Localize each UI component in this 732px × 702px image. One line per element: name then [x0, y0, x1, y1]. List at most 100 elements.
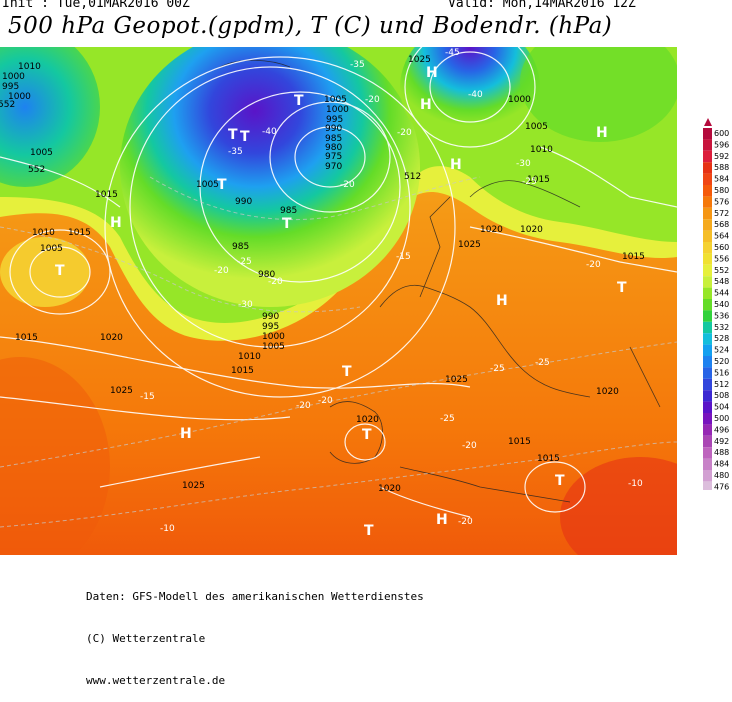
legend-color-box — [703, 310, 712, 322]
legend-level-label: 500 — [714, 414, 729, 423]
isobar-label: 1010 — [32, 228, 55, 238]
low-pressure-center: T — [282, 216, 292, 232]
isoline-512-label: 512 — [404, 172, 421, 182]
isobar-label: 970 — [325, 162, 342, 172]
legend-level-label: 560 — [714, 243, 729, 252]
isobar-label: 1015 — [68, 228, 91, 238]
legend-level-label: 592 — [714, 152, 729, 161]
legend-color-box — [703, 242, 712, 254]
high-pressure-center: H — [110, 215, 122, 231]
valid-time-label: Valid: Mon,14MAR2016 12Z — [448, 0, 636, 11]
isobar-label: 975 — [325, 152, 342, 162]
isotherm-label: -20 — [397, 128, 412, 138]
isobar-label: 985 — [325, 134, 342, 144]
isotherm-label: -20 — [458, 517, 473, 527]
legend-level-label: 524 — [714, 346, 729, 355]
isotherm-label: -20 — [268, 277, 283, 287]
low-pressure-center: T — [362, 427, 372, 443]
isobar-label: 1015 — [537, 454, 560, 464]
isobar-label: 995 — [326, 115, 343, 125]
weather-map: 1010 1000 995 1000 552 1005 1010 1005 1015 1015 10… — [0, 47, 677, 555]
legend-level-label: 476 — [714, 482, 729, 490]
isobar-label: 1005 — [196, 180, 219, 190]
isobar-label: 1025 — [408, 55, 431, 65]
high-pressure-center: H — [596, 125, 608, 141]
isobar-label: 1025 — [110, 386, 133, 396]
color-legend: 600 596 592 588 584 580 576 572 568 564 560 556 552 5… — [703, 118, 732, 490]
low-pressure-center: T — [240, 129, 250, 145]
legend-color-box — [703, 333, 712, 345]
legend-color-box — [703, 219, 712, 231]
legend-color-box — [703, 173, 712, 185]
isobar-label: 1000 — [508, 95, 531, 105]
isotherm-label: -35 — [350, 60, 365, 70]
isobar-label: 1000 — [8, 92, 31, 102]
low-pressure-center: T — [617, 280, 627, 296]
map-title: 500 hPa Geopot.(gpdm), T (C) und Bodendr… — [8, 13, 613, 39]
legend-level-label: 596 — [714, 140, 729, 149]
legend-level-label: 568 — [714, 220, 729, 229]
isotherm-label: -10 — [628, 479, 643, 489]
isotherm-label: -20 — [462, 441, 477, 451]
legend-level-label: 516 — [714, 368, 729, 377]
isotherm-label: -35 — [228, 147, 243, 157]
legend-level-label: 512 — [714, 380, 729, 389]
legend-color-box — [703, 321, 712, 334]
legend-level-label: 540 — [714, 300, 729, 309]
legend-level-label: 600 — [714, 129, 729, 138]
legend-level-label: 548 — [714, 277, 729, 286]
isobar-label: 1025 — [458, 240, 481, 250]
legend-color-box — [703, 207, 712, 220]
legend-level-label: 572 — [714, 209, 729, 218]
legend-color-box — [703, 139, 712, 151]
isotherm-label: -25 — [440, 414, 455, 424]
legend-color-box — [703, 196, 712, 208]
low-pressure-center: T — [342, 364, 352, 380]
init-time-label: Init : Tue,01MAR2016 00Z — [2, 0, 190, 11]
isoline-552-label: 552 — [28, 165, 45, 175]
isobar-label: 1015 — [527, 175, 550, 185]
high-pressure-center: H — [426, 65, 438, 81]
legend-level-label: 504 — [714, 403, 729, 412]
legend-color-box — [703, 287, 712, 299]
legend-color-box — [703, 162, 712, 174]
legend-color-box — [703, 299, 712, 311]
isobar-label: 1015 — [508, 437, 531, 447]
isobar-label: 990 — [235, 197, 252, 207]
isotherm-label: -40 — [468, 90, 483, 100]
isotherm-label: -20 — [214, 266, 229, 276]
isobar-label: 995 — [2, 82, 19, 92]
legend-color-box — [703, 150, 712, 163]
legend-level-label: 496 — [714, 425, 729, 434]
legend-color-box — [703, 378, 712, 391]
isotherm-label: -25 — [535, 358, 550, 368]
legend-level-label: 492 — [714, 437, 729, 446]
isotherm-label: -30 — [238, 300, 253, 310]
isobar-label: 1010 — [530, 145, 553, 155]
legend-color-box — [703, 367, 712, 379]
legend-color-box — [703, 458, 712, 470]
low-pressure-center: T — [294, 93, 304, 109]
isobar-label: 1020 — [378, 484, 401, 494]
isotherm-label: -30 — [516, 159, 531, 169]
legend-level-label: 564 — [714, 232, 729, 241]
credit-source: Daten: GFS-Modell des amerikanischen Wet… — [86, 590, 424, 603]
legend-level-label: 484 — [714, 460, 729, 469]
legend-color-box — [703, 470, 712, 482]
isobar-label: 1000 — [2, 72, 25, 82]
isotherm-label: -15 — [140, 392, 155, 402]
isobar-label: 1005 — [30, 148, 53, 158]
legend-color-box — [703, 230, 712, 242]
legend-color-box — [703, 413, 712, 425]
isobar-label: 1025 — [182, 481, 205, 491]
legend-level-label: 536 — [714, 311, 729, 320]
high-pressure-center: H — [420, 97, 432, 113]
isobar-label: 1005 — [525, 122, 548, 132]
low-pressure-center: T — [555, 473, 565, 489]
legend-level-label: 508 — [714, 391, 729, 400]
high-pressure-center: H — [496, 293, 508, 309]
isotherm-label: -20 — [586, 260, 601, 270]
legend-color-box — [703, 401, 712, 413]
isobar-label: 995 — [262, 322, 279, 332]
isobar-label: 1000 — [326, 105, 349, 115]
